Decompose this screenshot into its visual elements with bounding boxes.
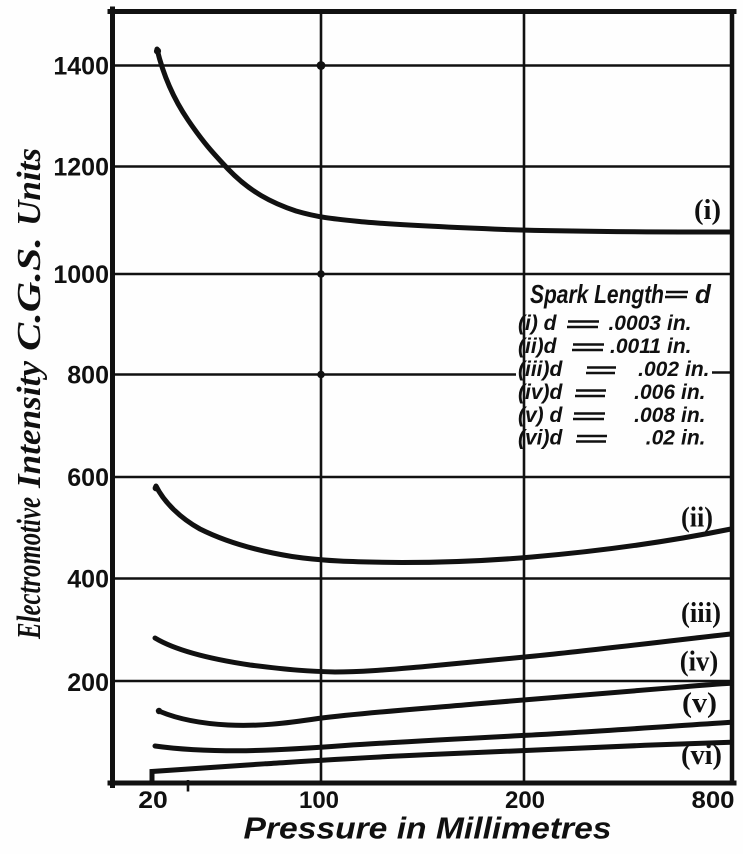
svg-text:.006: .006 (634, 381, 675, 404)
svg-text:Electromotive: Electromotive (11, 497, 48, 640)
svg-text:in.: in. (681, 404, 706, 427)
svg-text:C.G.S.: C.G.S. (11, 237, 48, 351)
svg-text:1000: 1000 (53, 261, 109, 289)
svg-text:.02: .02 (646, 427, 676, 450)
svg-text:in.: in. (667, 312, 692, 335)
svg-text:.0011: .0011 (610, 335, 661, 358)
svg-text:1200: 1200 (53, 154, 109, 182)
svg-text:d: d (695, 279, 712, 309)
svg-text:Units: Units (11, 148, 48, 226)
svg-text:(iii)d: (iii)d (518, 358, 563, 381)
svg-text:(iii): (iii) (681, 598, 721, 629)
svg-text:200: 200 (67, 669, 109, 697)
svg-text:400: 400 (67, 566, 109, 594)
svg-text:(vi): (vi) (681, 740, 722, 771)
svg-text:800: 800 (692, 787, 735, 814)
svg-text:(vi)d: (vi)d (518, 427, 564, 450)
svg-text:(v): (v) (682, 688, 717, 719)
svg-text:Intensity: Intensity (11, 360, 48, 489)
svg-text:Spark Length: Spark Length (530, 279, 664, 309)
svg-text:in.: in. (681, 381, 706, 404)
svg-text:.008: .008 (634, 404, 675, 427)
svg-text:(i): (i) (694, 195, 721, 226)
svg-text:(ii): (ii) (681, 503, 713, 534)
svg-text:600: 600 (67, 464, 109, 492)
svg-text:(v) d: (v) d (518, 404, 564, 427)
svg-text:.0003: .0003 (608, 312, 661, 335)
svg-text:in.: in. (685, 358, 710, 381)
svg-text:1400: 1400 (53, 53, 109, 81)
svg-text:20: 20 (138, 787, 168, 814)
svg-text:(iv)d: (iv)d (518, 381, 564, 404)
svg-text:100: 100 (299, 787, 339, 814)
svg-text:in.: in. (681, 427, 706, 450)
svg-text:(iv): (iv) (680, 647, 719, 678)
svg-text:800: 800 (67, 362, 109, 390)
svg-text:Pressure in Millimetres: Pressure in Millimetres (244, 812, 612, 846)
svg-text:in.: in. (667, 335, 692, 358)
svg-text:200: 200 (505, 787, 545, 814)
svg-text:.002: .002 (638, 358, 679, 381)
svg-text:(ii)d: (ii)d (518, 335, 558, 358)
svg-text:(i) d: (i) d (518, 312, 558, 335)
